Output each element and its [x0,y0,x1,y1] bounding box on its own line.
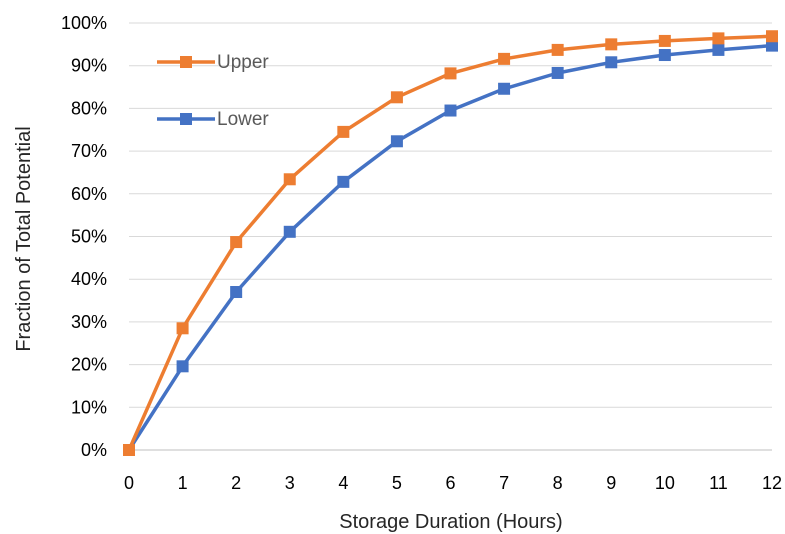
y-tick-label: 70% [71,141,107,161]
y-tick-label: 40% [71,269,107,289]
data-point [551,43,564,56]
data-point [337,175,350,188]
y-axis-ticks: 0% 10% 20% 30% 40% 50% 60% 70% 80% 90% 100% [61,13,107,460]
gridlines [129,22,772,451]
x-tick-label: 7 [499,473,509,493]
x-tick-label: 10 [655,473,675,493]
data-point [176,360,189,373]
legend-marker [180,113,192,125]
legend-item-lower: Lower [157,109,269,130]
data-point [712,32,725,45]
legend-label: Upper [217,52,269,73]
y-tick-label: 10% [71,397,107,417]
data-point [230,286,243,299]
x-tick-label: 11 [709,473,728,493]
data-point [766,39,778,52]
data-point [498,52,511,65]
x-axis-ticks: 0 1 2 3 4 5 6 7 8 9 10 11 12 [124,473,782,493]
legend: Upper Lower [157,52,269,130]
y-tick-label: 80% [71,98,107,118]
y-tick-label: 0% [81,440,107,460]
y-tick-label: 50% [71,227,107,247]
y-tick-label: 20% [71,355,107,375]
data-point [123,444,135,456]
data-point [658,49,671,62]
data-point [605,38,618,51]
x-tick-label: 4 [338,473,348,493]
x-tick-label: 2 [231,473,241,493]
data-point [337,125,350,138]
x-tick-label: 5 [392,473,402,493]
x-tick-label: 0 [124,473,134,493]
x-tick-label: 8 [553,473,563,493]
data-point [498,82,511,95]
x-tick-label: 9 [606,473,616,493]
x-tick-label: 12 [762,473,782,493]
x-axis-title: Storage Duration (Hours) [339,511,562,533]
y-tick-label: 60% [71,184,107,204]
data-point [444,67,457,80]
x-tick-label: 6 [445,473,455,493]
data-point [444,104,457,117]
y-axis-title: Fraction of Total Potential [13,126,35,351]
data-point [390,135,403,148]
legend-marker [180,56,192,68]
data-point [390,91,403,104]
data-point [605,56,618,69]
data-point [658,34,671,47]
data-point [283,225,296,238]
legend-item-upper: Upper [157,52,269,73]
y-tick-label: 90% [71,56,107,76]
x-tick-label: 1 [178,473,188,493]
data-point [766,30,778,43]
series-upper [123,30,778,456]
data-point [283,173,296,186]
x-tick-label: 3 [285,473,295,493]
data-point [176,322,189,335]
y-tick-label: 100% [61,13,107,33]
series-line [127,34,773,451]
series-lower [123,39,778,456]
y-tick-label: 30% [71,312,107,332]
data-point [230,236,243,249]
series-layer [123,30,778,456]
data-point [712,43,725,56]
legend-label: Lower [217,109,269,130]
data-point [551,66,564,79]
